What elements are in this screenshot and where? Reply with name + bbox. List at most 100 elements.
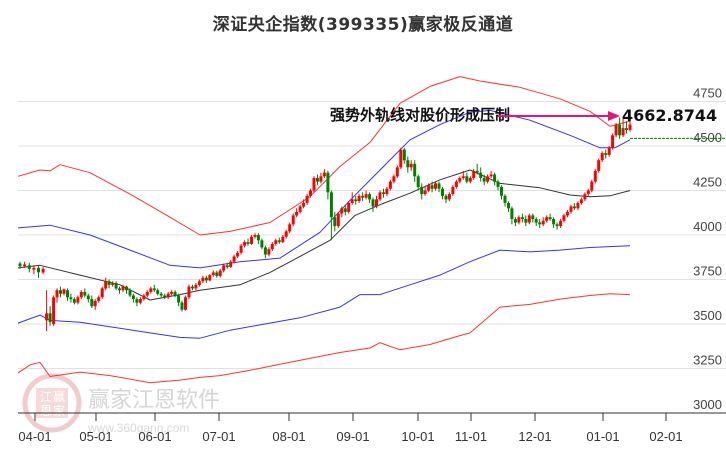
candle-body	[236, 252, 240, 257]
candle-body	[382, 192, 385, 195]
candle-body	[343, 208, 347, 212]
x-tick-label: 11-01	[455, 429, 487, 444]
watermark-seal-icon: 江 赢 恩 家	[22, 373, 82, 433]
candle-body	[430, 185, 434, 189]
candle-body	[218, 270, 222, 276]
candle-body	[555, 224, 559, 227]
candle-body	[614, 124, 618, 136]
candle-body	[395, 167, 399, 177]
candle-body	[527, 215, 531, 223]
candle-body	[97, 297, 101, 301]
candle-body	[239, 245, 243, 253]
candle-body	[83, 292, 87, 296]
candle-body	[479, 172, 483, 178]
candlesticks	[18, 117, 632, 332]
chart-title: 深证央企指数(399335)赢家极反通道	[212, 15, 514, 35]
candle-body	[621, 128, 625, 136]
candle-body	[361, 195, 365, 198]
x-tick-label: 09-01	[336, 429, 369, 444]
candle-body	[201, 277, 205, 282]
x-tick-label: 10-01	[401, 429, 434, 444]
candle-body	[156, 290, 160, 294]
candle-body	[76, 297, 80, 303]
candle-body	[593, 170, 597, 182]
candle-body	[37, 267, 40, 273]
candle-body	[309, 190, 312, 196]
candle-body	[541, 220, 545, 225]
candle-body	[69, 297, 73, 300]
candle-body	[322, 172, 326, 177]
candle-body	[354, 199, 358, 202]
candle-body	[222, 265, 226, 271]
candle-body	[545, 217, 549, 221]
candle-body	[423, 190, 427, 195]
candle-body	[340, 208, 344, 214]
candle-body	[475, 170, 479, 173]
candle-body	[388, 181, 392, 189]
candle-body	[72, 299, 76, 303]
candle-body	[41, 268, 45, 273]
candle-body	[211, 272, 215, 276]
candle-body	[232, 256, 236, 262]
candle-body	[295, 211, 299, 216]
x-tick-label: 05-01	[79, 429, 112, 444]
candle-body	[625, 128, 628, 130]
candle-body	[163, 295, 167, 298]
x-tick-label: 06-01	[138, 429, 171, 444]
arrowhead-icon	[608, 111, 620, 121]
svg-text:江: 江	[40, 390, 52, 404]
annotation: 强势外轨线对股价形成压制 4662.8744	[330, 106, 717, 125]
candle-body	[503, 195, 507, 203]
candle-body	[187, 286, 191, 298]
candle-body	[489, 174, 493, 177]
candle-body	[260, 240, 264, 248]
candle-body	[611, 135, 615, 148]
candle-body	[413, 163, 417, 177]
band-inner_upper	[17, 109, 631, 269]
candle-body	[454, 181, 458, 187]
candle-body	[288, 224, 292, 232]
annotation-text: 强势外轨线对股价形成压制	[330, 106, 510, 124]
candle-body	[118, 288, 121, 291]
candle-body	[486, 176, 490, 182]
candle-body	[336, 213, 340, 227]
last-price-label: 4662.8744	[622, 106, 717, 125]
y-tick-label: 4500	[693, 130, 722, 145]
candle-body	[371, 199, 375, 207]
candle-body	[194, 284, 198, 289]
candle-body	[121, 286, 125, 291]
candle-body	[256, 235, 260, 241]
candle-body	[590, 181, 594, 191]
band-outer_lower	[17, 293, 631, 384]
candle-body	[180, 302, 184, 310]
candle-body	[128, 290, 132, 296]
x-tick-label: 02-01	[649, 429, 682, 444]
candle-body	[406, 160, 410, 168]
candle-body	[576, 203, 580, 209]
y-tick-label: 3250	[693, 353, 722, 368]
x-tick-label: 08-01	[272, 429, 305, 444]
candle-body	[114, 283, 118, 289]
candle-body	[500, 186, 503, 196]
candle-body	[197, 281, 201, 285]
candle-body	[135, 299, 139, 303]
candle-body	[23, 264, 27, 267]
candle-body	[66, 290, 69, 298]
candle-body	[55, 290, 59, 298]
candle-body	[100, 288, 104, 298]
candle-body	[510, 208, 514, 219]
band-outer_upper	[17, 76, 631, 236]
candle-body	[52, 297, 56, 324]
candle-body	[496, 181, 500, 187]
candle-body	[458, 178, 462, 182]
y-tick-label: 4250	[693, 175, 722, 190]
candle-body	[618, 124, 622, 136]
candle-body	[111, 283, 115, 285]
candle-body	[444, 195, 448, 200]
candle-body	[364, 194, 368, 198]
candle-body	[142, 295, 146, 300]
candle-body	[375, 199, 378, 207]
candle-body	[93, 300, 97, 307]
band-inner_lower	[17, 245, 631, 339]
candle-body	[281, 236, 285, 243]
